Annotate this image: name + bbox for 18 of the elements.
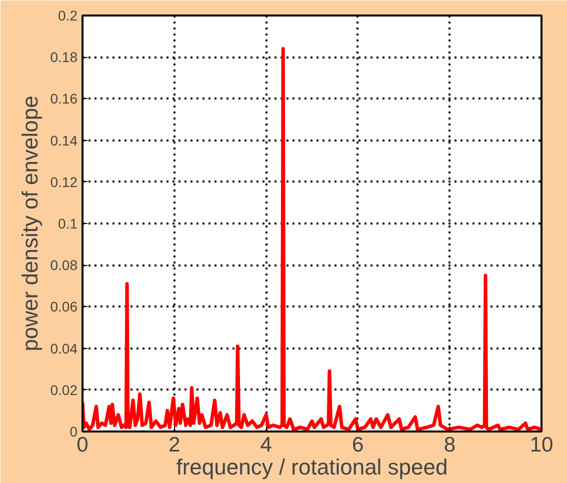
x-tick-label: 2	[168, 434, 180, 456]
y-axis-title: power density of envelope	[17, 96, 42, 352]
y-tick-label: 0.02	[50, 382, 78, 398]
y-tick-label: 0.12	[50, 174, 78, 190]
y-tick-label: 0.1	[58, 216, 78, 232]
y-tick-label: 0.2	[58, 8, 78, 24]
y-tick-label: 0.08	[50, 257, 78, 274]
y-tick-label: 0.04	[50, 340, 78, 356]
x-axis-title: frequency / rotational speed	[176, 454, 448, 480]
x-tick-label: 6	[352, 434, 364, 456]
y-tick-label: 0.18	[50, 49, 78, 66]
x-tick-label: 4	[260, 434, 272, 456]
y-tick-label: 0.14	[50, 132, 78, 148]
y-tick-label: 0.16	[50, 90, 78, 107]
x-tick-label: 8	[444, 434, 456, 456]
y-tick-label: 0.06	[50, 298, 78, 315]
x-tick-label: 10	[530, 434, 554, 456]
y-tick-label: 0	[70, 424, 78, 440]
